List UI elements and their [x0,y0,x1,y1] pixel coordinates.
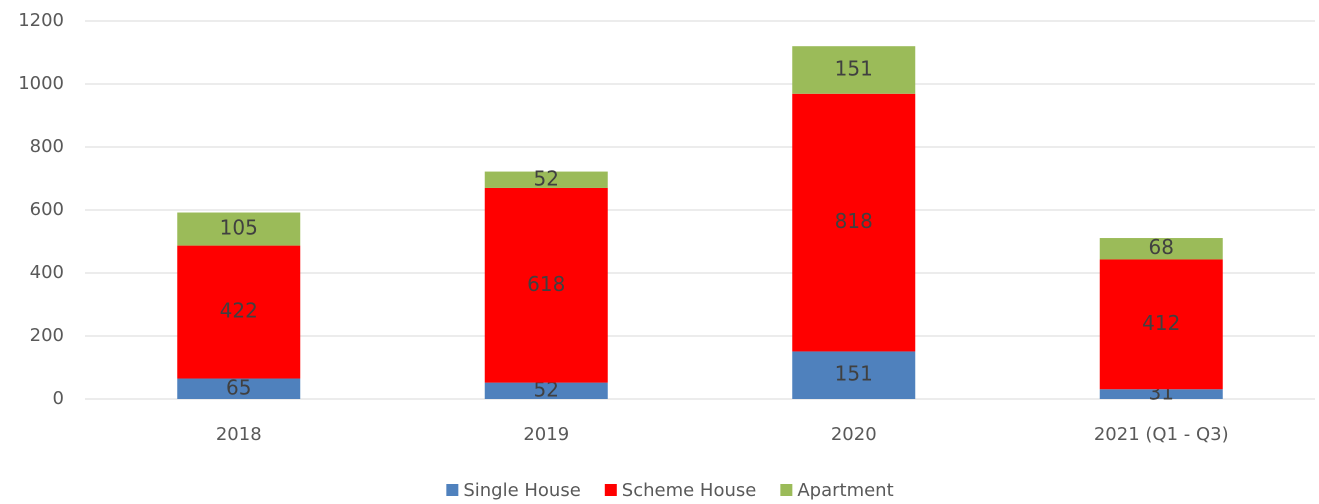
bar-segment [1099,238,1223,260]
y-tick-label: 400 [30,262,64,283]
x-tick-label: 2018 [216,424,262,445]
data-label: 618 [527,272,565,296]
bar-segment [177,212,301,246]
legend-label: Scheme House [622,480,757,501]
data-label: 65 [226,375,251,399]
legend-label: Apartment [797,480,893,501]
bar-segment [792,46,916,94]
bar-segment [177,378,301,399]
x-tick-label: 2021 (Q1 - Q3) [1094,424,1229,445]
legend-label: Single House [463,480,580,501]
data-label: 818 [835,209,873,233]
bar-segment [792,93,916,352]
legend-swatch [604,484,617,496]
data-label: 68 [1149,235,1174,259]
data-label: 151 [835,56,873,80]
bar-segment [1099,389,1223,399]
legend-swatch [446,484,459,496]
y-tick-label: 200 [30,325,64,346]
x-tick-label: 2020 [831,424,877,445]
bar-segment [1099,259,1223,390]
y-tick-label: 800 [30,136,64,157]
y-tick-label: 600 [30,199,64,220]
bar-segment [484,382,608,399]
data-label: 105 [220,216,258,240]
x-tick-label: 2019 [523,424,569,445]
y-tick-label: 1000 [18,73,64,94]
data-label: 151 [835,362,873,386]
y-tick-label: 1200 [18,10,64,31]
bar-segment [792,351,916,399]
data-label: 412 [1142,311,1180,335]
bar-segment [484,171,608,188]
data-label: 52 [534,166,559,190]
bar-segment [484,187,608,383]
bar-segment [177,245,301,379]
y-tick-label: 0 [53,388,64,409]
data-label: 422 [220,299,258,323]
legend-swatch [780,484,793,496]
